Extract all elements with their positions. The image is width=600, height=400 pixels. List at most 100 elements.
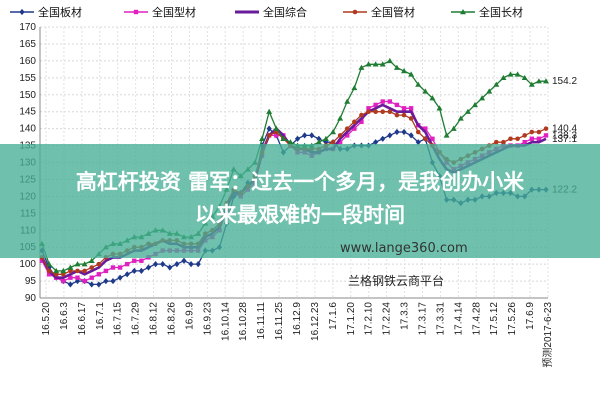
legend-label: 全国长材: [479, 5, 523, 19]
legend-label: 全国综合: [263, 5, 307, 19]
data-point: [514, 71, 521, 77]
data-point: [139, 258, 144, 263]
data-point: [266, 125, 272, 132]
data-point: [82, 268, 87, 274]
data-point: [138, 267, 144, 274]
data-point: [181, 257, 187, 264]
data-point: [81, 261, 88, 267]
data-point: [145, 264, 152, 271]
legend-item-4: 全国长材: [451, 5, 523, 19]
y-tick-label: 165: [19, 39, 36, 50]
data-point: [82, 278, 87, 284]
data-point: [430, 136, 435, 141]
watermark-url: www.lange360.com: [340, 241, 468, 256]
data-point: [89, 275, 94, 280]
data-point: [337, 139, 343, 145]
x-tick-label: 16.7.15: [113, 302, 124, 336]
data-point: [96, 281, 102, 288]
data-point: [344, 126, 350, 131]
data-point: [358, 64, 365, 70]
data-point: [460, 9, 466, 15]
data-point: [401, 112, 407, 118]
y-tick-label: 150: [19, 90, 36, 101]
data-point: [401, 128, 407, 136]
y-tick-label: 140: [19, 124, 36, 135]
end-value-label: 140.4: [552, 124, 577, 135]
data-point: [110, 277, 116, 285]
data-point: [61, 278, 66, 284]
end-value-label: 137.1: [552, 134, 577, 145]
data-point: [309, 132, 315, 139]
legend-label: 全国管材: [371, 5, 415, 19]
data-point: [266, 108, 273, 114]
x-tick-label: 17.3.31: [435, 302, 446, 336]
headline-line-2: 以来最艰难的一段时间: [195, 203, 405, 227]
data-point: [344, 98, 351, 104]
data-point: [60, 271, 66, 277]
data-point: [75, 268, 80, 274]
data-point: [373, 139, 379, 146]
data-point: [359, 112, 364, 118]
data-point: [401, 106, 407, 111]
data-point: [486, 88, 493, 94]
headline-text[interactable]: 高杠杆投资 雷军：过去一个多月，是我创办小米 以来最艰难的一段时间: [0, 166, 600, 232]
data-point: [68, 268, 73, 274]
data-point: [337, 115, 344, 121]
y-tick-label: 155: [19, 73, 36, 84]
data-point: [528, 81, 535, 87]
data-point: [46, 261, 53, 267]
data-point: [96, 272, 101, 277]
data-point: [39, 258, 45, 263]
y-tick-label: 90: [25, 293, 37, 304]
data-point: [46, 268, 52, 274]
data-point: [522, 139, 527, 145]
data-point: [89, 281, 95, 288]
data-point: [287, 139, 294, 145]
data-point: [359, 119, 364, 125]
y-tick-label: 100: [19, 259, 36, 270]
data-point: [352, 9, 358, 15]
data-point: [365, 61, 372, 67]
data-point: [543, 126, 549, 131]
data-point: [408, 71, 415, 77]
data-point: [74, 261, 81, 267]
data-point: [408, 132, 414, 139]
data-point: [266, 133, 272, 138]
data-point: [422, 88, 429, 94]
data-point: [543, 78, 549, 84]
data-point: [103, 277, 109, 285]
data-point: [457, 115, 464, 121]
x-tick-label: 16.10.14: [220, 302, 231, 341]
x-tick-label: 17.2.10: [364, 302, 375, 336]
data-point: [67, 281, 73, 288]
data-point: [273, 125, 280, 131]
data-point: [372, 61, 379, 67]
data-point: [450, 125, 457, 131]
data-point: [188, 261, 194, 268]
data-point: [429, 95, 436, 101]
data-point: [380, 99, 385, 104]
data-point: [60, 267, 67, 274]
headline-line-1: 高杠杆投资 雷军：过去一个多月，是我创办小米: [75, 170, 525, 194]
data-point: [124, 271, 130, 278]
data-point: [380, 109, 386, 114]
x-tick-label: 16.7.29: [131, 302, 142, 336]
data-point: [117, 274, 123, 281]
data-point: [89, 265, 94, 270]
legend-item-2: 全国综合: [235, 5, 307, 19]
data-point: [543, 133, 549, 138]
headline-banner[interactable]: [0, 144, 600, 258]
x-tick-label: 17.1.20: [346, 302, 357, 336]
data-point: [68, 275, 73, 280]
data-point: [501, 139, 506, 145]
x-tick-label: 17.6.9: [525, 302, 536, 330]
end-value-label: 138.3: [552, 130, 577, 141]
x-tick-label: 16.9.9: [184, 302, 195, 330]
data-point: [393, 64, 400, 70]
data-point: [366, 109, 371, 114]
end-value-label: 154.2: [552, 76, 577, 87]
x-tick-label: 17.4.28: [471, 302, 482, 336]
data-point: [46, 272, 52, 277]
data-point: [330, 129, 337, 135]
data-point: [408, 106, 414, 111]
